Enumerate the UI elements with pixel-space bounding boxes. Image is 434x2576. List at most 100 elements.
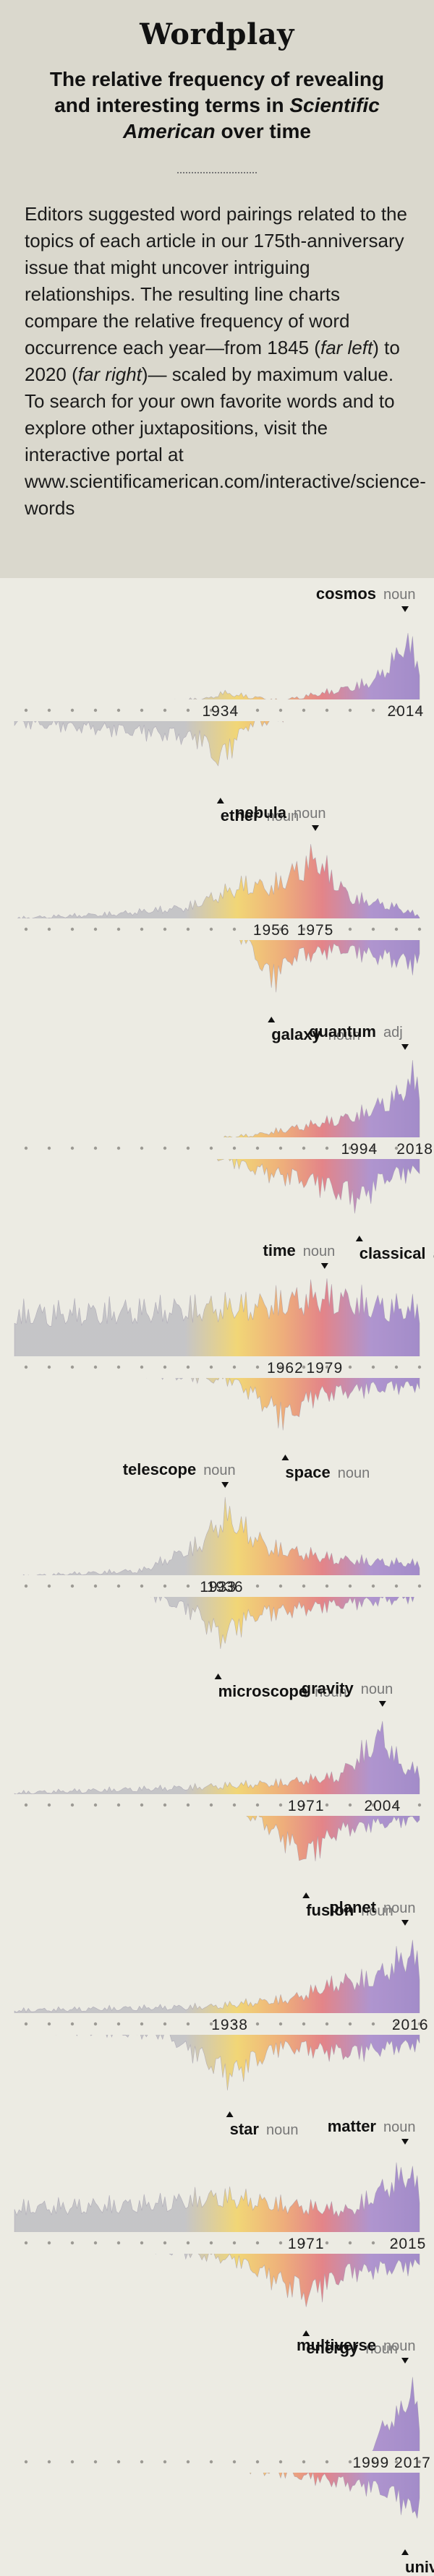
top-word-label: gravity	[302, 1679, 354, 1697]
decade-dot	[348, 1584, 352, 1588]
decade-dot	[140, 1803, 144, 1807]
year-label: 2004	[364, 1798, 401, 1814]
decade-dot	[371, 1803, 375, 1807]
decade-dot	[93, 927, 98, 931]
decade-dot	[302, 2022, 306, 2026]
top-word-pos: noun	[303, 1244, 336, 1259]
decade-dot	[116, 1803, 121, 1807]
year-label: 2014	[387, 703, 424, 720]
top-word-area	[14, 632, 420, 705]
decade-dot	[255, 2241, 260, 2245]
decade-dot	[255, 2460, 260, 2464]
year-label: 1971	[288, 1798, 325, 1814]
decade-dot	[302, 2241, 306, 2245]
year-label: 2015	[390, 2236, 427, 2252]
decade-dot	[371, 708, 375, 712]
top-word-pos: noun	[361, 1681, 393, 1697]
decade-dot	[371, 2460, 375, 2464]
decade-dot	[186, 2022, 190, 2026]
peak-marker	[302, 2330, 310, 2336]
word-pair-chart: 1962 1979 time noun space noun	[0, 1241, 434, 1481]
decade-dot	[232, 1584, 237, 1588]
bottom-word-label: energy	[306, 2339, 359, 2357]
decade-dot	[278, 2460, 283, 2464]
peak-marker	[214, 1673, 222, 1679]
peak-marker	[401, 2549, 409, 2555]
top-word-area	[14, 1720, 420, 1800]
year-label: 1936	[207, 1579, 244, 1595]
decade-dot	[278, 2022, 283, 2026]
top-word-label: quantum	[309, 1022, 376, 1041]
decade-dot	[348, 1365, 352, 1369]
decade-dot	[47, 1584, 51, 1588]
subtitle-text-2: over time	[215, 120, 311, 142]
decade-dot	[47, 2241, 51, 2245]
decade-dot	[116, 1584, 121, 1588]
decade-dot	[163, 2022, 167, 2026]
decade-dot	[348, 2022, 352, 2026]
decade-dot	[278, 1365, 283, 1369]
intro-text-3: )— scaled by maximum value. To search fo…	[25, 363, 426, 519]
decade-dot	[24, 1803, 28, 1807]
decade-dot	[394, 1365, 399, 1369]
peak-marker	[355, 1236, 363, 1241]
decade-dot	[348, 2241, 352, 2245]
decade-dot	[232, 2460, 237, 2464]
decade-dot	[232, 708, 237, 712]
bottom-word-pos: noun	[365, 2341, 398, 2357]
decade-dot	[232, 1146, 237, 1150]
decade-dot	[394, 2460, 399, 2464]
word-pair-chart: 19992017multiversenoununiversenoun	[0, 2336, 434, 2576]
decade-dot	[116, 2022, 121, 2026]
decade-dot	[325, 708, 329, 712]
decade-dot	[325, 1803, 329, 1807]
decade-dot	[186, 1584, 190, 1588]
decade-dot	[302, 708, 306, 712]
year-label: 1975	[297, 922, 334, 939]
decade-dot	[302, 1365, 306, 1369]
page-title: Wordplay	[140, 17, 294, 51]
decade-dot	[278, 1146, 283, 1150]
top-word-pos: noun	[203, 1463, 236, 1478]
decade-dot	[70, 1365, 75, 1369]
header-panel: Wordplay The relative frequency of revea…	[0, 0, 434, 578]
word-pair-chart: 1994 2018 quantum adj classical adj	[0, 1022, 434, 1262]
decade-dot	[417, 2460, 422, 2464]
top-word-label: multiverse	[297, 2336, 376, 2354]
decade-dot	[232, 1803, 237, 1807]
top-word-area	[14, 2162, 420, 2238]
decade-dot	[209, 2022, 213, 2026]
top-word-label: planet	[329, 1898, 376, 1916]
decade-dot	[163, 1584, 167, 1588]
decade-dot	[47, 1365, 51, 1369]
decade-dot	[140, 1584, 144, 1588]
bottom-word-label: galaxy	[271, 1025, 321, 1043]
decade-dot	[163, 708, 167, 712]
decade-dot	[371, 927, 375, 931]
bottom-word-label: microscope	[218, 1682, 308, 1700]
decade-dot	[278, 1584, 283, 1588]
decade-dot	[371, 2022, 375, 2026]
decade-dot	[116, 708, 121, 712]
decade-dot	[371, 1146, 375, 1150]
word-frequency-charts: 1934 2014 cosmos noun ether noun 1956 1975 nebul…	[0, 585, 434, 2576]
decade-dot	[116, 927, 121, 931]
top-word-pos: noun	[294, 806, 326, 822]
decade-dot	[140, 1365, 144, 1369]
axis-band	[0, 918, 434, 940]
top-word-label: nebula	[235, 804, 287, 822]
decade-dot	[232, 2241, 237, 2245]
decade-dot	[93, 1365, 98, 1369]
decade-dot	[209, 1365, 213, 1369]
decade-dot	[209, 1584, 213, 1588]
top-word-pos: noun	[383, 587, 416, 603]
peak-marker	[378, 1701, 386, 1707]
year-label: 2016	[392, 2017, 429, 2033]
decade-dot	[140, 2460, 144, 2464]
decade-dot	[255, 1146, 260, 1150]
decade-dot	[209, 708, 213, 712]
year-label: 1956	[253, 922, 290, 939]
intro-far-left: far left	[320, 337, 373, 358]
decade-dot	[302, 2460, 306, 2464]
bottom-word-label: ether	[221, 806, 260, 824]
